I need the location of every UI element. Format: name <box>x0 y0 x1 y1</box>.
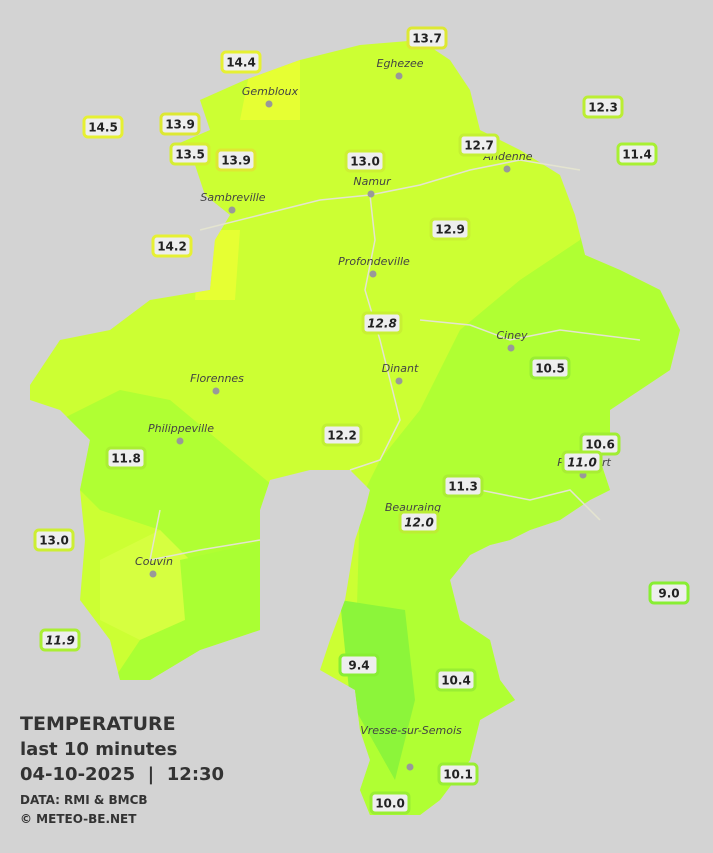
station-value: 10.6 <box>585 438 615 452</box>
city-label: Eghezee <box>377 57 424 70</box>
station-box <box>398 510 440 534</box>
station-value: 12.9 <box>435 223 465 237</box>
station-box <box>361 311 403 335</box>
station-value: 9.0 <box>658 587 679 601</box>
station-value: 12.7 <box>464 139 494 153</box>
city-dot <box>503 165 511 173</box>
station-box <box>616 142 658 166</box>
station-value: 14.2 <box>157 240 187 254</box>
city-dot <box>149 570 157 578</box>
station-box <box>33 528 75 552</box>
station-box <box>435 668 477 692</box>
datetime: 04-10-2025 | 12:30 <box>20 764 224 785</box>
station-box <box>648 581 690 605</box>
station-box <box>169 142 211 166</box>
station-value: 12.2 <box>327 429 357 443</box>
stations: 13.7 14.4 14.5 13.9 13.5 13.9 13.0 12.7 12.3 11.4… <box>33 26 690 815</box>
station-box <box>344 149 386 173</box>
city-label: Florennes <box>190 372 244 385</box>
station-value: 13.0 <box>39 534 69 548</box>
station-value: 12.0 <box>404 516 434 530</box>
station-value: 11.8 <box>111 452 141 466</box>
city-label: Sambreville <box>200 191 265 204</box>
station-box <box>529 356 571 380</box>
station-value: 11.4 <box>622 148 652 162</box>
station-value: 13.5 <box>175 148 205 162</box>
station-box <box>215 148 257 172</box>
station-box <box>338 653 380 677</box>
station-value: 11.3 <box>448 480 478 494</box>
city-dot <box>265 100 273 108</box>
station-box <box>582 95 624 119</box>
station-box <box>220 50 262 74</box>
station-value: 9.4 <box>348 659 369 673</box>
city-dot <box>395 72 403 80</box>
station-box <box>321 423 363 447</box>
station-value: 13.9 <box>165 118 195 132</box>
station-value: 14.4 <box>226 56 256 70</box>
city-label: Profondeville <box>338 255 410 268</box>
city-label: Couvin <box>135 555 173 568</box>
city-label: Dinant <box>382 362 419 375</box>
city-label: Philippeville <box>148 422 214 435</box>
station-value: 10.4 <box>441 674 471 688</box>
station-box <box>458 133 500 157</box>
title: TEMPERATURE <box>20 713 176 735</box>
station-value: 10.1 <box>443 768 473 782</box>
station-value: 11.9 <box>45 634 75 648</box>
city-dot <box>406 763 414 771</box>
credit: © METEO-BE.NET <box>20 812 137 826</box>
station-value: 12.3 <box>588 101 618 115</box>
city-label: Gembloux <box>242 85 299 98</box>
station-box <box>561 450 603 474</box>
city-dot <box>176 437 184 445</box>
city-label: Vresse-sur-Semois <box>360 724 462 737</box>
station-value: 11.0 <box>567 456 597 470</box>
station-box <box>105 446 147 470</box>
rivers <box>149 159 641 561</box>
city-dot <box>395 377 403 385</box>
station-value: 12.8 <box>367 317 397 331</box>
city-dot <box>507 344 515 352</box>
city-dot <box>367 190 375 198</box>
city-label: Namur <box>353 175 392 188</box>
station-box <box>406 26 448 50</box>
subtitle: last 10 minutes <box>20 739 177 760</box>
station-box <box>82 115 124 139</box>
station-value: 13.0 <box>350 155 380 169</box>
station-box <box>39 628 81 652</box>
station-value: 10.0 <box>375 797 405 811</box>
station-box <box>429 217 471 241</box>
city-dot <box>369 270 377 278</box>
city-dot <box>228 206 236 214</box>
station-value: 14.5 <box>88 121 118 135</box>
source: DATA: RMI & BMCB <box>20 793 148 807</box>
station-box <box>159 112 201 136</box>
city-dot <box>212 387 220 395</box>
station-box <box>369 791 411 815</box>
station-value: 10.5 <box>535 362 565 376</box>
station-value: 13.7 <box>412 32 442 46</box>
cities: EghezeeGemblouxAndenneNamurSambrevillePr… <box>135 57 611 771</box>
city-label: Ciney <box>497 329 528 342</box>
station-value: 13.9 <box>221 154 251 168</box>
station-box <box>437 762 479 786</box>
station-box <box>442 474 484 498</box>
station-box <box>151 234 193 258</box>
